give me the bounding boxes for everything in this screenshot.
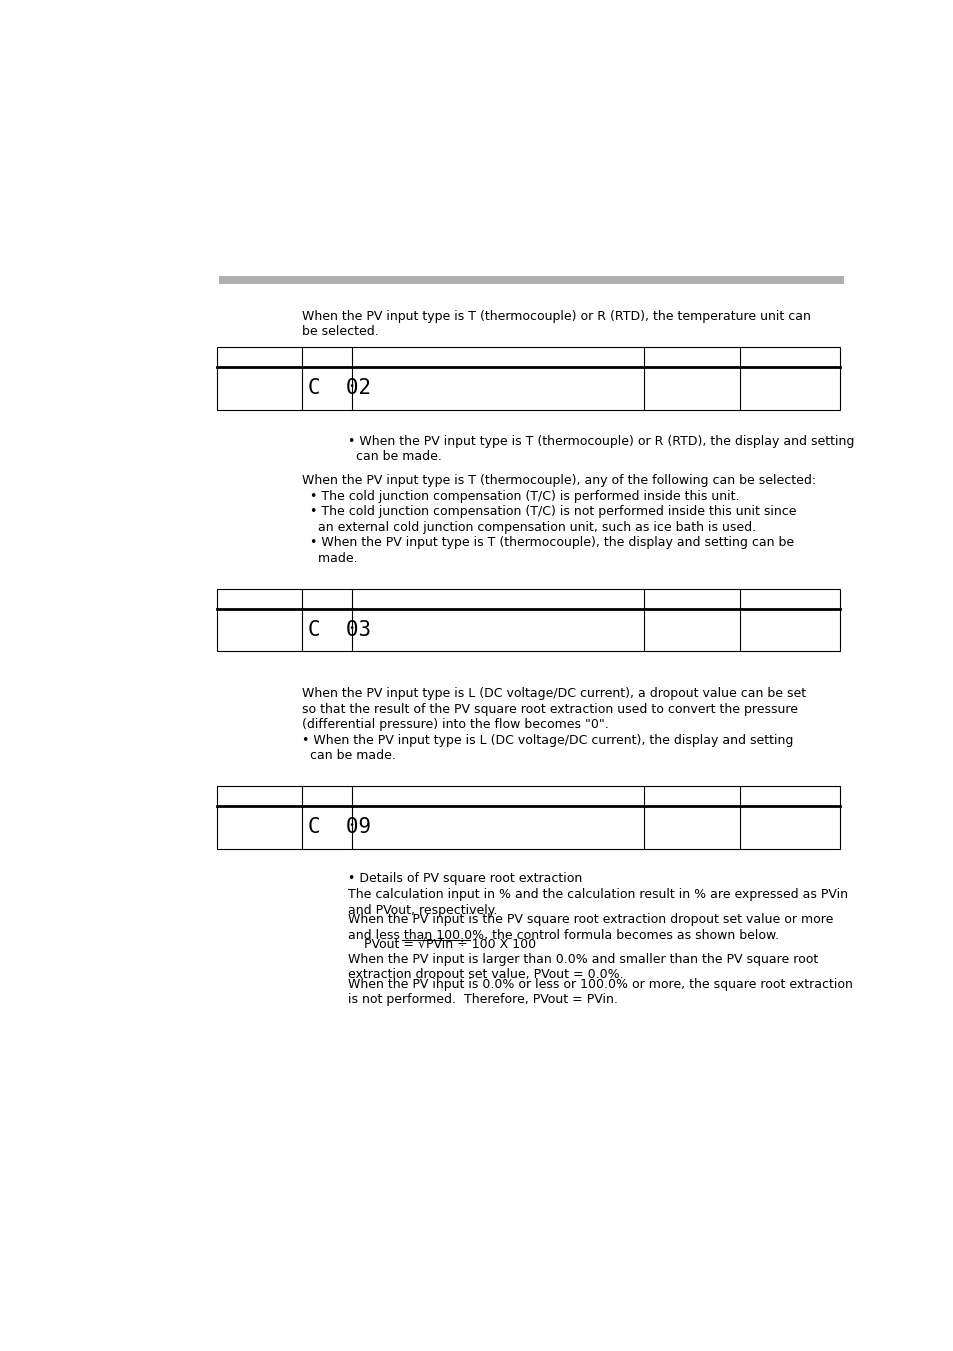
Bar xyxy=(216,347,840,409)
Text: extraction dropout set value, PVout = 0.0%.: extraction dropout set value, PVout = 0.… xyxy=(348,969,623,981)
Text: made.: made. xyxy=(301,551,357,565)
Text: can be made.: can be made. xyxy=(301,750,395,762)
Text: and PVout, respectively.: and PVout, respectively. xyxy=(348,904,497,917)
Text: can be made.: can be made. xyxy=(348,450,442,463)
Text: C  03: C 03 xyxy=(308,620,371,640)
Bar xyxy=(216,589,840,651)
Bar xyxy=(216,786,840,848)
Text: so that the result of the PV square root extraction used to convert the pressure: so that the result of the PV square root… xyxy=(301,703,797,716)
Bar xyxy=(216,347,840,409)
Text: The calculation input in % and the calculation result in % are expressed as PVin: The calculation input in % and the calcu… xyxy=(348,888,847,901)
Text: PVout = √PVin ÷ 100 X 100: PVout = √PVin ÷ 100 X 100 xyxy=(348,938,536,951)
Text: When the PV input is the PV square root extraction dropout set value or more: When the PV input is the PV square root … xyxy=(348,913,833,927)
Text: • The cold junction compensation (T/C) is performed inside this unit.: • The cold junction compensation (T/C) i… xyxy=(301,489,739,503)
Bar xyxy=(216,589,840,651)
Text: C  09: C 09 xyxy=(308,817,371,838)
Text: • The cold junction compensation (T/C) is not performed inside this unit since: • The cold junction compensation (T/C) i… xyxy=(301,505,796,519)
Text: (differential pressure) into the flow becomes "0".: (differential pressure) into the flow be… xyxy=(301,719,608,731)
Text: and less than 100.0%, the control formula becomes as shown below.: and less than 100.0%, the control formul… xyxy=(348,928,779,942)
Text: • When the PV input type is L (DC voltage/DC current), the display and setting: • When the PV input type is L (DC voltag… xyxy=(301,734,792,747)
Text: When the PV input is larger than 0.0% and smaller than the PV square root: When the PV input is larger than 0.0% an… xyxy=(348,952,818,966)
Text: C  02: C 02 xyxy=(308,378,371,399)
Text: an external cold junction compensation unit, such as ice bath is used.: an external cold junction compensation u… xyxy=(301,520,755,534)
Text: When the PV input type is T (thermocouple) or R (RTD), the temperature unit can: When the PV input type is T (thermocoupl… xyxy=(301,309,810,323)
Text: • When the PV input type is T (thermocouple) or R (RTD), the display and setting: • When the PV input type is T (thermocou… xyxy=(348,435,854,447)
Text: • When the PV input type is T (thermocouple), the display and setting can be: • When the PV input type is T (thermocou… xyxy=(301,536,793,550)
Text: • Details of PV square root extraction: • Details of PV square root extraction xyxy=(348,871,582,885)
Text: When the PV input is 0.0% or less or 100.0% or more, the square root extraction: When the PV input is 0.0% or less or 100… xyxy=(348,978,852,990)
Text: When the PV input type is L (DC voltage/DC current), a dropout value can be set: When the PV input type is L (DC voltage/… xyxy=(301,688,805,700)
Bar xyxy=(219,276,842,284)
Text: When the PV input type is T (thermocouple), any of the following can be selected: When the PV input type is T (thermocoupl… xyxy=(301,474,815,488)
Text: is not performed.  Therefore, PVout = PVin.: is not performed. Therefore, PVout = PVi… xyxy=(348,993,618,1006)
Text: be selected.: be selected. xyxy=(301,326,378,338)
Bar xyxy=(216,786,840,848)
